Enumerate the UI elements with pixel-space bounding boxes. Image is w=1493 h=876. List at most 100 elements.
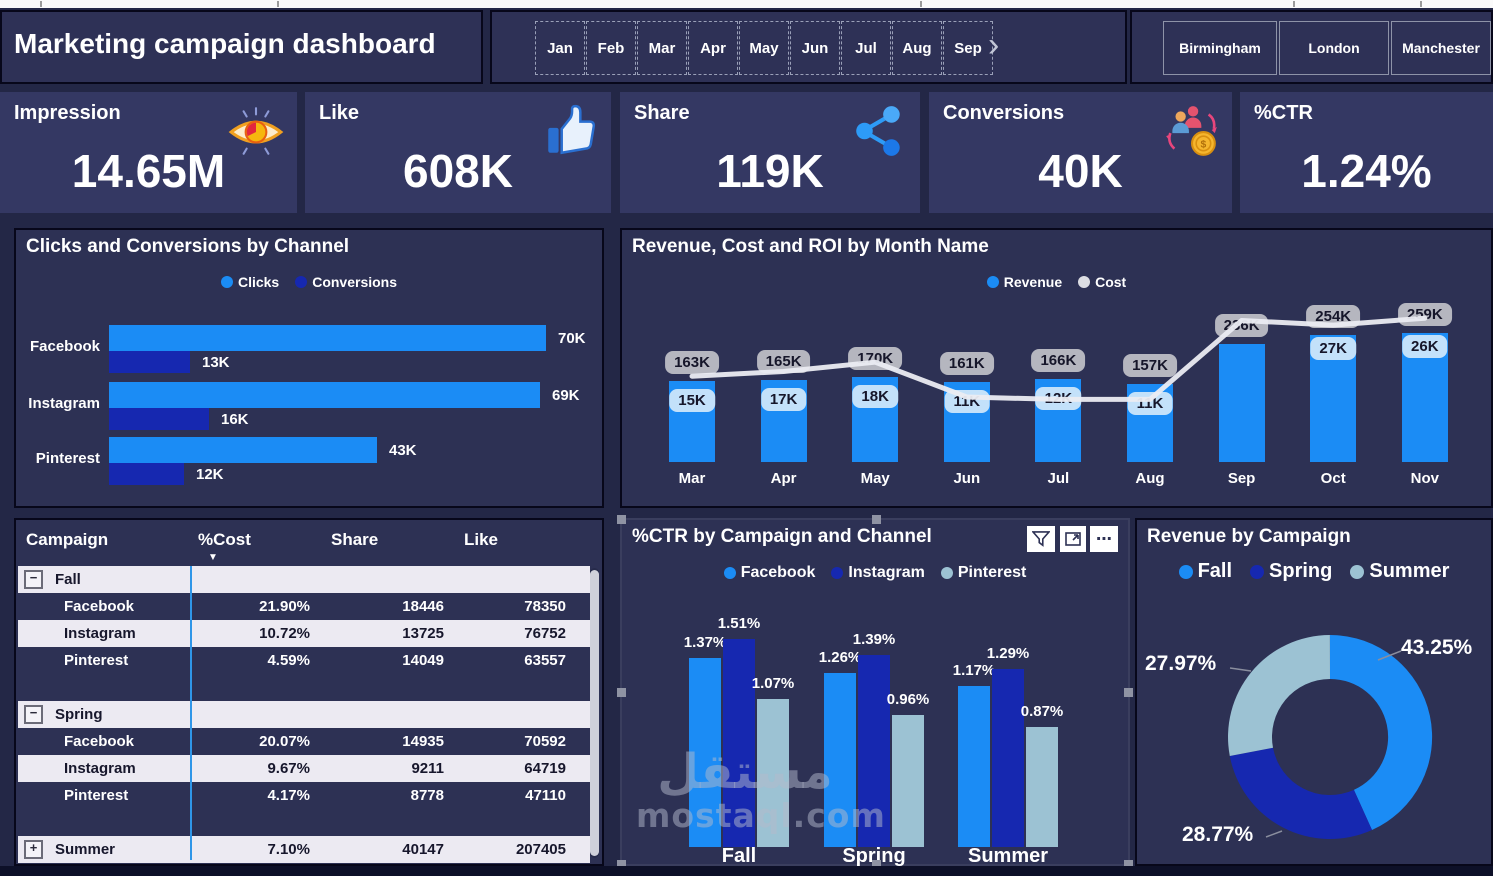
selection-handle[interactable] xyxy=(872,515,881,524)
ctr-bar-summer-instagram[interactable] xyxy=(992,669,1024,847)
legend-label: Summer xyxy=(1369,560,1450,582)
x-axis-label-sep: Sep xyxy=(1227,470,1256,487)
scrollbar-thumb[interactable] xyxy=(590,570,599,856)
ctr-bar-summer-facebook[interactable] xyxy=(958,686,990,847)
x-axis-label-jun: Jun xyxy=(953,470,981,487)
selection-handle[interactable] xyxy=(617,515,626,524)
table-row-pinterest[interactable]: Pinterest 4.59% 14049 63557 xyxy=(18,647,590,674)
donut-slice-fall[interactable] xyxy=(1330,634,1433,830)
legend-item-summer[interactable]: Summer xyxy=(1350,560,1449,583)
table-header-cost[interactable]: %Cost xyxy=(198,530,251,549)
x-axis-label-fall: Fall xyxy=(721,845,757,867)
collapse-icon[interactable]: − xyxy=(24,570,43,589)
revenue-by-campaign-chart: Revenue by Campaign Fall Spring Summer 43.… xyxy=(1135,518,1493,866)
legend-item-cost[interactable]: Cost xyxy=(1078,274,1126,290)
table-scrollbar[interactable] xyxy=(590,568,599,858)
campaign-cell: Instagram xyxy=(18,625,190,642)
focus-mode-icon[interactable] xyxy=(1060,526,1086,552)
selection-handle[interactable] xyxy=(1124,688,1133,697)
month-button-feb[interactable]: Feb xyxy=(586,21,636,75)
month-button-jan[interactable]: Jan xyxy=(535,21,585,75)
table-row-spring[interactable]: − Spring xyxy=(18,701,590,728)
kpi-card-ctr: %CTR 1.24% xyxy=(1240,92,1493,213)
filter-icon[interactable] xyxy=(1027,526,1055,552)
campaign-name: Facebook xyxy=(64,598,135,615)
legend-dot xyxy=(1178,564,1193,579)
month-button-jun[interactable]: Jun xyxy=(790,21,840,75)
dashboard-title-panel: Marketing campaign dashboard xyxy=(0,10,483,84)
legend-item-conversions[interactable]: Conversions xyxy=(295,274,397,290)
month-button-sep[interactable]: Sep xyxy=(943,21,993,75)
cost-cell: 9.67% xyxy=(267,760,310,777)
table-row-instagram[interactable]: Instagram 9.67% 9211 64719 xyxy=(18,755,590,782)
selection-handle[interactable] xyxy=(617,688,626,697)
month-button-mar[interactable]: Mar xyxy=(637,21,687,75)
conversions-value: 16K xyxy=(221,411,249,428)
legend-item-fall[interactable]: Fall xyxy=(1178,560,1232,583)
table-row-instagram[interactable]: Instagram 10.72% 13725 76752 xyxy=(18,620,590,647)
legend-item-pinterest[interactable]: Pinterest xyxy=(940,564,1026,582)
legend-item-facebook[interactable]: Facebook xyxy=(723,564,815,582)
ctr-bar-spring-facebook[interactable] xyxy=(824,673,856,847)
conversions-bar-pinterest[interactable] xyxy=(109,463,184,485)
selection-handle[interactable] xyxy=(1124,860,1133,869)
expand-icon[interactable]: + xyxy=(24,840,43,859)
city-button-london[interactable]: London xyxy=(1279,21,1389,75)
table-row-pinterest[interactable]: Pinterest 4.17% 8778 47110 xyxy=(18,782,590,809)
conversions-bar-facebook[interactable] xyxy=(109,351,190,373)
table-row-summer[interactable]: + Summer 7.10% 40147 207405 xyxy=(18,836,590,863)
ctr-bar-fall-facebook[interactable] xyxy=(689,658,721,847)
city-button-birmingham[interactable]: Birmingham xyxy=(1163,21,1277,75)
revenue-bar-sep[interactable] xyxy=(1219,344,1265,462)
clicks-bar-pinterest[interactable] xyxy=(109,437,377,463)
ctr-bar-fall-pinterest[interactable] xyxy=(757,699,789,847)
donut-slice-spring[interactable] xyxy=(1229,747,1372,840)
table-header-campaign[interactable]: Campaign xyxy=(26,530,109,549)
collapse-icon[interactable]: − xyxy=(24,705,43,724)
donut-slice-summer[interactable] xyxy=(1228,635,1330,756)
ctr-bar-spring-instagram[interactable] xyxy=(858,655,890,847)
bottom-edge-strip xyxy=(0,866,1493,876)
thumbs-up-icon xyxy=(548,104,596,155)
ctr-value-label: 1.37% xyxy=(683,634,727,651)
ctr-bar-spring-pinterest[interactable] xyxy=(892,715,924,847)
app-top-strip xyxy=(0,0,1493,8)
month-button-apr[interactable]: Apr xyxy=(688,21,738,75)
selection-handle[interactable] xyxy=(617,860,626,869)
ctr-bar-fall-instagram[interactable] xyxy=(723,639,755,847)
cost-label-aug: 11K xyxy=(1127,392,1173,415)
month-button-jul[interactable]: Jul xyxy=(841,21,891,75)
table-header-like[interactable]: Like xyxy=(464,530,499,549)
table-row-fall[interactable]: − Fall xyxy=(18,566,590,593)
kpi-card-conversions: Conversions 40K $ xyxy=(929,92,1232,213)
legend-item-revenue[interactable]: Revenue xyxy=(986,274,1062,290)
clicks-bar-instagram[interactable] xyxy=(109,382,540,408)
ctr-value-label: 1.29% xyxy=(986,645,1030,662)
share-cell: 40147 xyxy=(402,841,444,858)
conversions-value: 13K xyxy=(202,354,230,371)
legend-label: Spring xyxy=(1269,560,1333,582)
slice-label-spring: 28.77% xyxy=(1182,823,1254,846)
cost-label-jun: 11K xyxy=(944,390,990,413)
month-button-aug[interactable]: Aug xyxy=(892,21,942,75)
ctr-bar-summer-pinterest[interactable] xyxy=(1026,727,1058,847)
table-row-facebook[interactable]: Facebook 20.07% 14935 70592 xyxy=(18,728,590,755)
conversions-bar-instagram[interactable] xyxy=(109,408,209,430)
chart-title: Revenue by Campaign xyxy=(1147,526,1351,547)
legend-dot xyxy=(723,567,736,579)
revenue-label-jun: 161K xyxy=(939,352,994,375)
legend-item-clicks[interactable]: Clicks xyxy=(220,274,279,290)
selection-handle[interactable] xyxy=(872,860,881,869)
table-header-share[interactable]: Share xyxy=(331,530,379,549)
legend-item-instagram[interactable]: Instagram xyxy=(831,564,925,582)
chevron-right-icon[interactable]: › xyxy=(988,26,1000,64)
city-button-manchester[interactable]: Manchester xyxy=(1391,21,1491,75)
campaign-cell: + Summer xyxy=(18,840,190,859)
clicks-bar-facebook[interactable] xyxy=(109,325,546,351)
legend-item-spring[interactable]: Spring xyxy=(1250,560,1332,583)
month-button-may[interactable]: May xyxy=(739,21,789,75)
more-options-icon[interactable]: ⋯ xyxy=(1090,526,1118,552)
table-row-facebook[interactable]: Facebook 21.90% 18446 78350 xyxy=(18,593,590,620)
table-spacer-row xyxy=(18,809,590,836)
